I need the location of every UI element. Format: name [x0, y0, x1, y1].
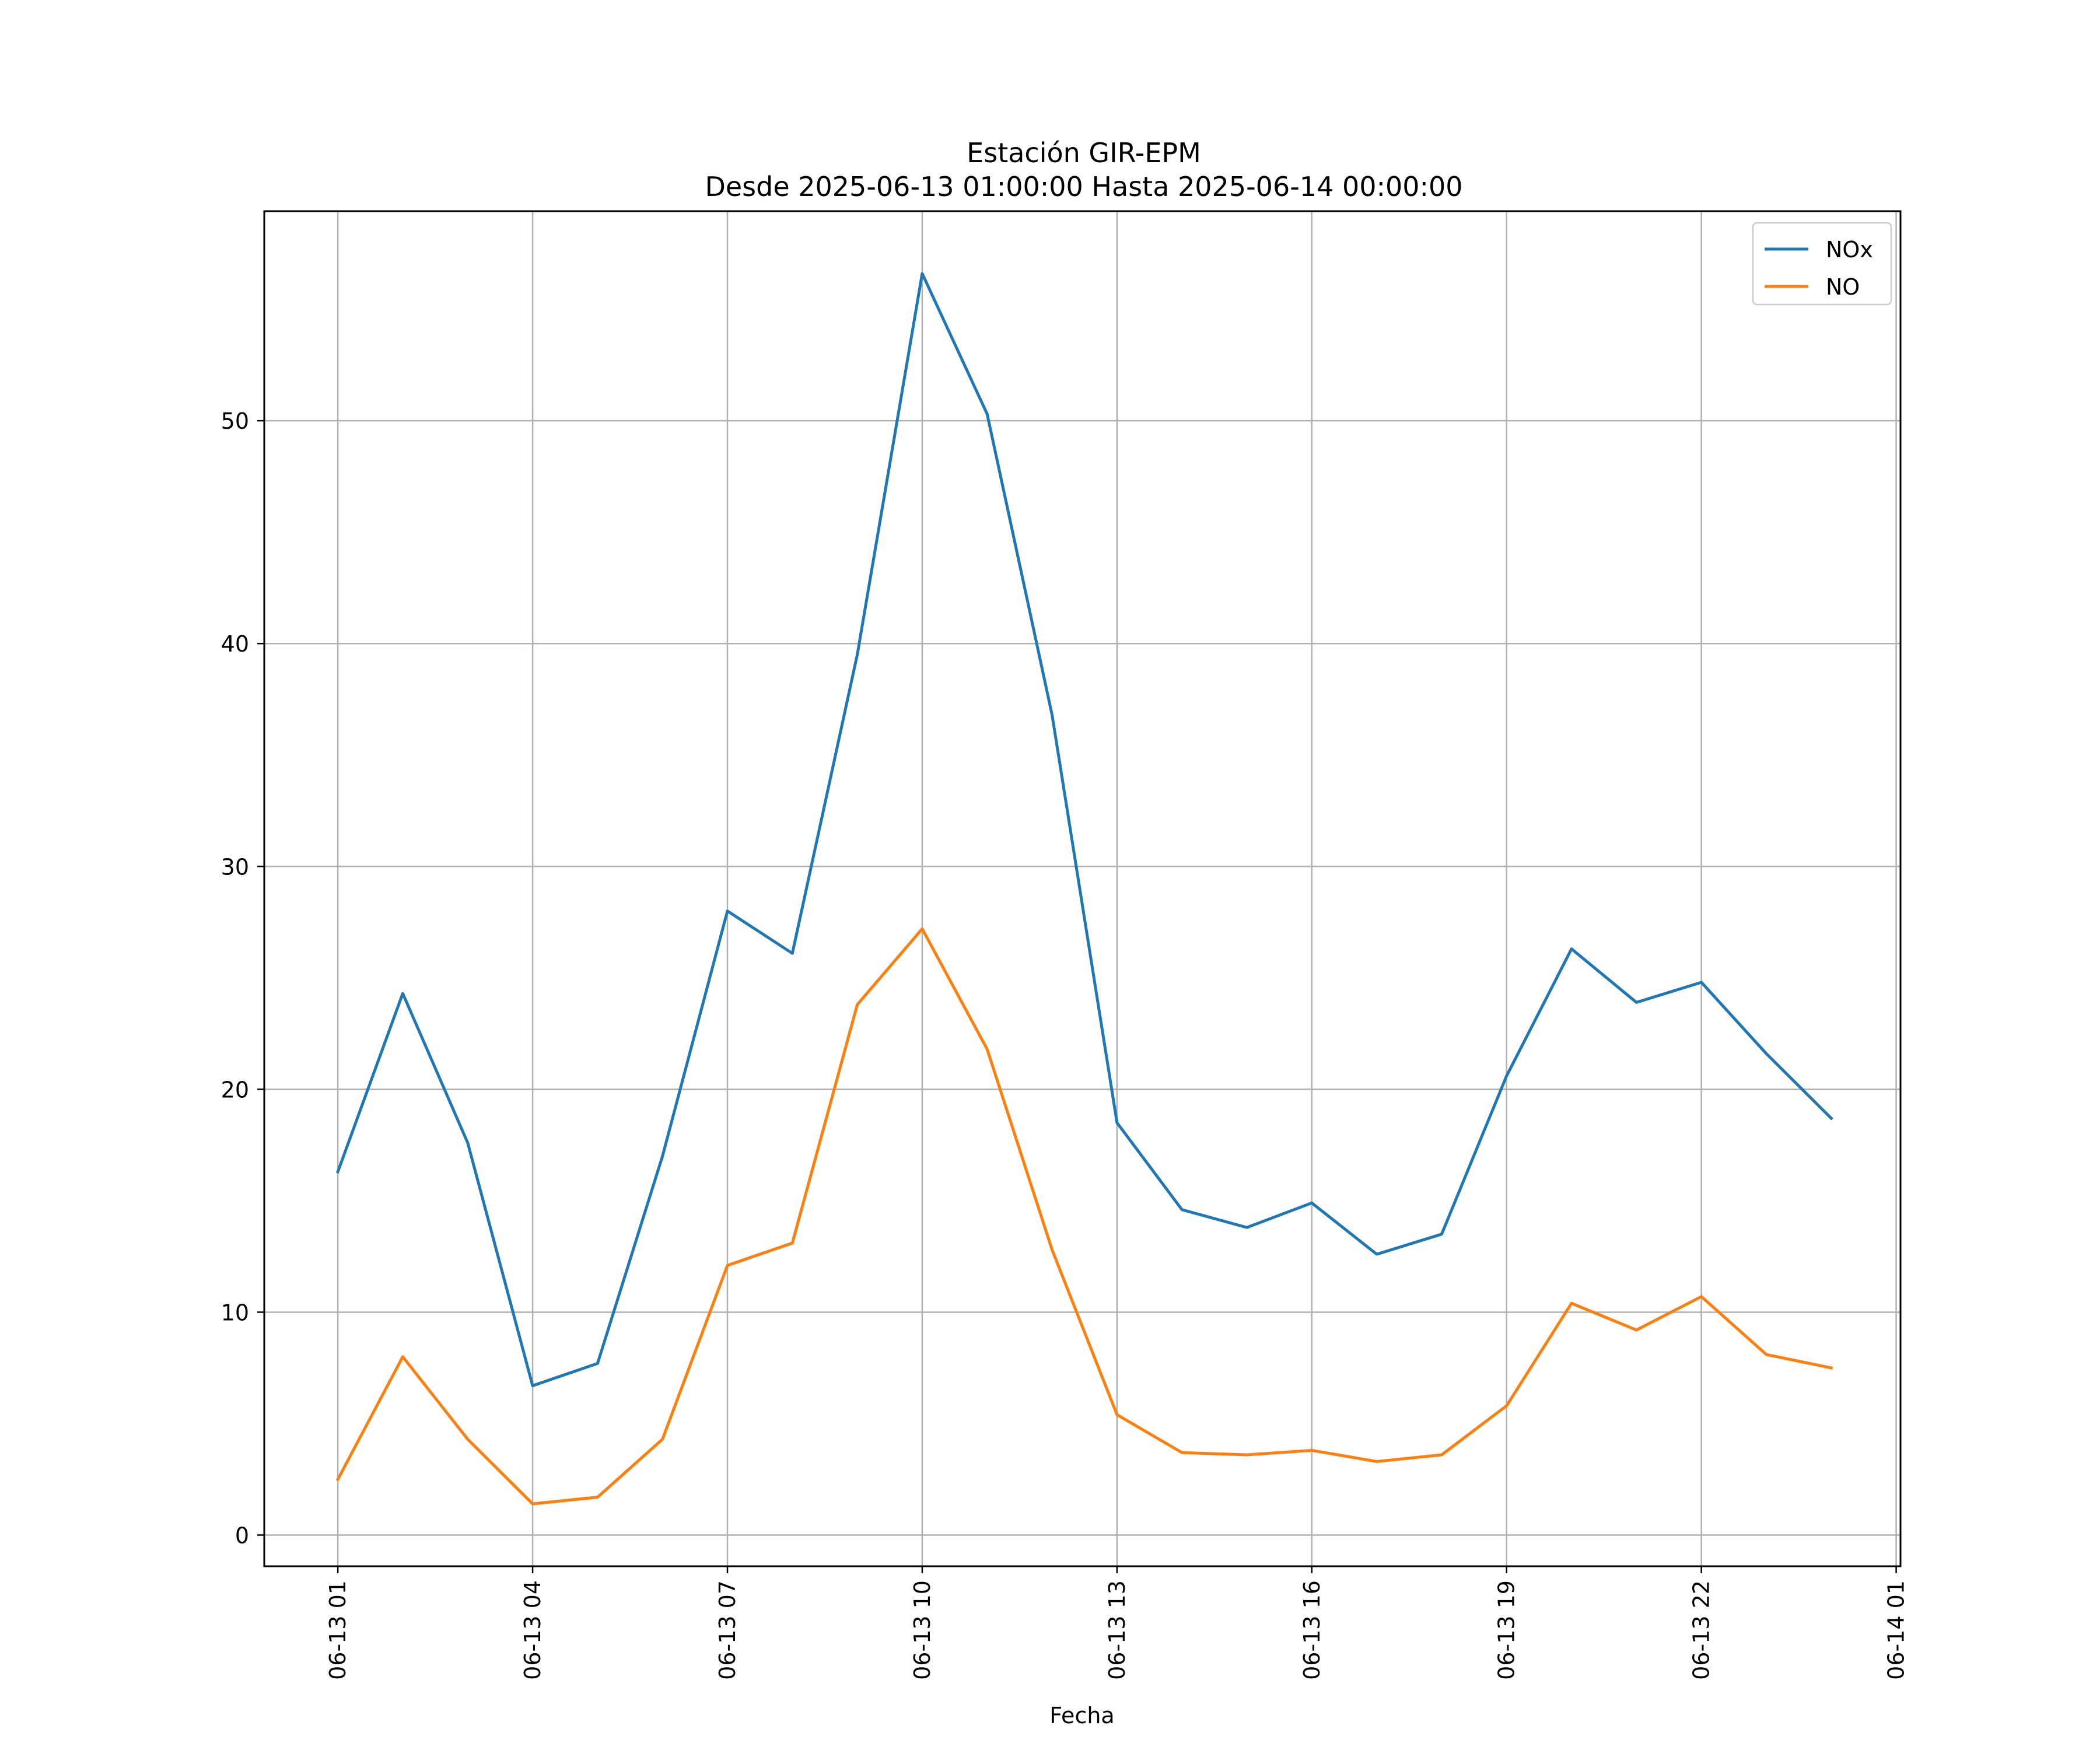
x-tick-label: 06-13 16: [1299, 1580, 1325, 1680]
y-tick-label: 40: [221, 631, 249, 657]
x-axis-label: Fecha: [1049, 1703, 1114, 1728]
y-tick-label: 0: [235, 1523, 249, 1549]
x-tick-label: 06-13 10: [909, 1580, 935, 1680]
legend: NOx NO: [1752, 222, 1892, 306]
series-lines: [335, 272, 1833, 1506]
y-tick-label: 10: [221, 1300, 249, 1325]
series-line-nox: [335, 272, 1833, 1388]
x-tick-label: 06-13 13: [1104, 1580, 1130, 1680]
x-tick-label: 06-13 22: [1689, 1580, 1714, 1680]
x-tick-label: 06-13 01: [325, 1580, 351, 1680]
y-tick-label: 30: [221, 854, 249, 880]
chart-title-line2: Desde 2025-06-13 01:00:00 Hasta 2025-06-…: [705, 171, 1462, 202]
y-tick-label: 50: [221, 408, 249, 434]
x-tick-label: 06-13 19: [1494, 1580, 1520, 1680]
grid: [264, 211, 1901, 1566]
x-tick-label: 06-13 07: [715, 1580, 740, 1680]
legend-label-no: NO: [1826, 274, 1860, 300]
plot-frame: [263, 210, 1902, 1567]
y-tick-label: 20: [221, 1077, 249, 1102]
chart-title-line1: Estación GIR-EPM: [967, 137, 1201, 169]
axis-ticks: 0 10 20 30 40 50 06-13 01 06-13 04 06-13 07 06-13…: [221, 408, 1909, 1680]
series-line-no: [335, 927, 1833, 1506]
legend-label-nox: NOx: [1826, 237, 1873, 262]
legend-box: [1752, 222, 1892, 306]
x-tick-label: 06-14 01: [1884, 1580, 1909, 1680]
x-tick-label: 06-13 04: [520, 1580, 545, 1680]
